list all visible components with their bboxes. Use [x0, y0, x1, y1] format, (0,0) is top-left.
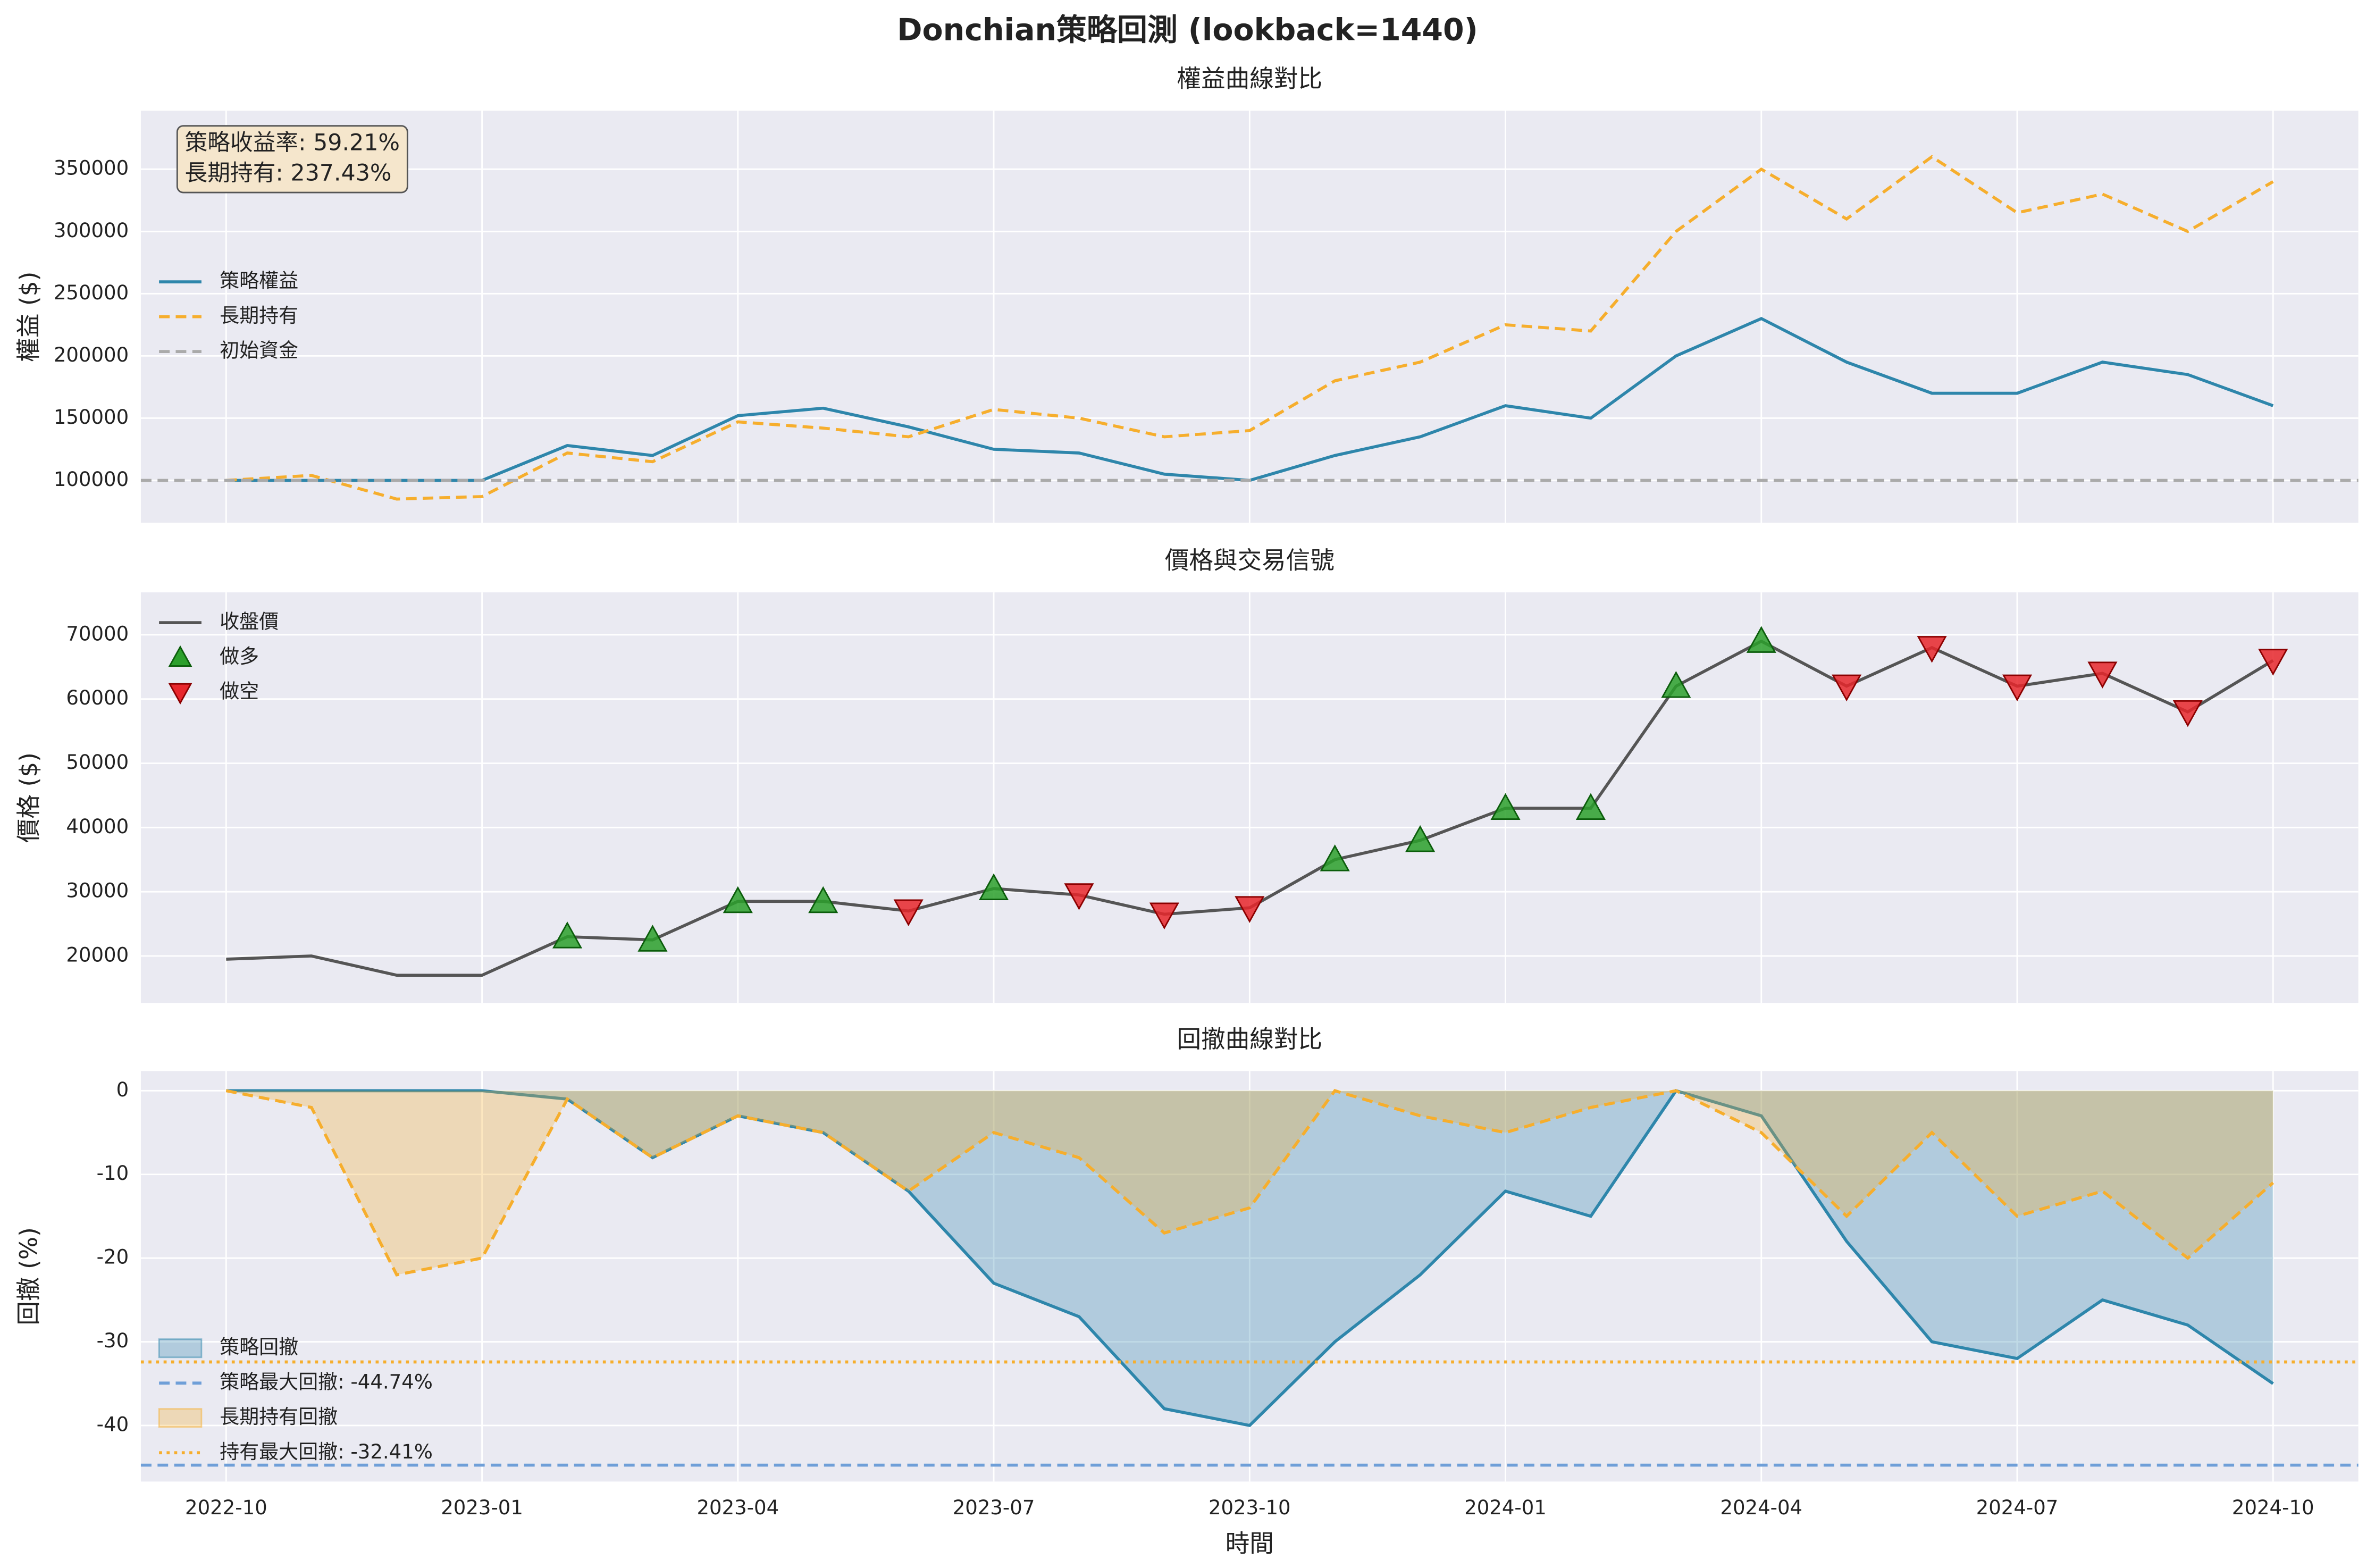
x-tick-label: 2024-07 [1976, 1496, 2059, 1519]
signal-marker [1746, 626, 1776, 653]
legend-label: 收盤價 [220, 610, 279, 633]
y-tick-label: 100000 [54, 468, 129, 491]
x-tick-label: 2023-04 [696, 1496, 779, 1519]
y-tick-label: -30 [97, 1329, 129, 1352]
signal-marker [1235, 896, 1265, 923]
signal-marker [1917, 636, 1947, 663]
signal-marker [1661, 670, 1691, 698]
x-tick-label: 2024-10 [2232, 1496, 2314, 1519]
signal-marker [1405, 825, 1436, 852]
x-tick-label: 2023-01 [441, 1496, 523, 1519]
legend-label: 做空 [220, 680, 259, 703]
panel-title: 權益曲線對比 [1177, 65, 1322, 93]
signal-marker [637, 925, 668, 952]
signal-marker [979, 873, 1009, 901]
y-tick-label: 20000 [66, 943, 129, 966]
y-tick-label: 300000 [54, 219, 129, 242]
legend-label: 策略回撤 [220, 1336, 298, 1359]
signal-marker [1490, 793, 1521, 820]
legend-label: 策略權益 [220, 270, 298, 292]
annotation-text: 策略收益率: 59.21% [185, 129, 400, 156]
series-area [226, 1091, 2273, 1426]
x-tick-label: 2024-04 [1720, 1496, 1802, 1519]
signal-marker [1149, 902, 1179, 930]
signal-marker [723, 886, 753, 913]
figure-title: Donchian策略回測 (lookback=1440) [897, 13, 1478, 48]
y-axis-label: 價格 ($) [14, 752, 43, 843]
y-tick-label: -10 [97, 1162, 129, 1185]
legend-label: 長期持有 [220, 304, 298, 327]
legend-label: 做多 [220, 645, 259, 668]
legend-swatch [158, 1338, 203, 1359]
annotation-text: 長期持有: 237.43% [185, 160, 392, 186]
x-tick-label: 2022-10 [185, 1496, 267, 1519]
signal-marker [1320, 844, 1350, 871]
y-tick-label: 200000 [54, 343, 129, 366]
legend-swatch [168, 645, 192, 667]
panel-title: 價格與交易信號 [1165, 547, 1335, 575]
y-tick-label: -40 [97, 1413, 129, 1436]
signal-marker [2258, 649, 2288, 676]
series-line [225, 1089, 2275, 1277]
signal-marker [552, 921, 583, 949]
legend-swatch [158, 1408, 203, 1428]
y-axis-label: 回撤 (%) [14, 1227, 43, 1326]
x-tick-label: 2023-10 [1209, 1496, 1291, 1519]
y-tick-label: 70000 [66, 622, 129, 645]
y-tick-label: 150000 [54, 406, 129, 429]
y-axis-label: 權益 ($) [14, 272, 43, 362]
legend-swatch [168, 683, 192, 705]
legend-label: 策略最大回撤: -44.74% [220, 1371, 433, 1394]
signal-marker [1575, 793, 1606, 820]
x-tick-label: 2023-07 [953, 1496, 1035, 1519]
y-tick-label: 50000 [66, 751, 129, 774]
y-tick-label: 250000 [54, 281, 129, 304]
y-tick-label: 350000 [54, 157, 129, 180]
annotation-box [176, 125, 408, 194]
legend-label: 持有最大回撤: -32.41% [220, 1440, 433, 1463]
x-axis-label: 時間 [1226, 1530, 1274, 1558]
legend-label: 長期持有回撤 [220, 1405, 338, 1428]
signal-marker [1064, 883, 1094, 910]
y-tick-label: 30000 [66, 879, 129, 902]
signal-marker [808, 886, 838, 913]
signal-marker [893, 899, 924, 926]
legend-label: 初始資金 [220, 339, 298, 362]
series-area [226, 1091, 2273, 1275]
signal-marker [2172, 700, 2203, 727]
x-tick-label: 2024-01 [1464, 1496, 1547, 1519]
y-tick-label: 60000 [66, 686, 129, 709]
panel-title: 回撤曲線對比 [1177, 1025, 1322, 1053]
signal-marker [2002, 674, 2033, 702]
y-tick-label: 0 [116, 1078, 129, 1101]
signal-marker [2087, 661, 2118, 689]
series-line [226, 155, 2274, 501]
y-tick-label: -20 [97, 1246, 129, 1269]
y-tick-label: 40000 [66, 815, 129, 838]
signal-marker [1832, 674, 1862, 702]
